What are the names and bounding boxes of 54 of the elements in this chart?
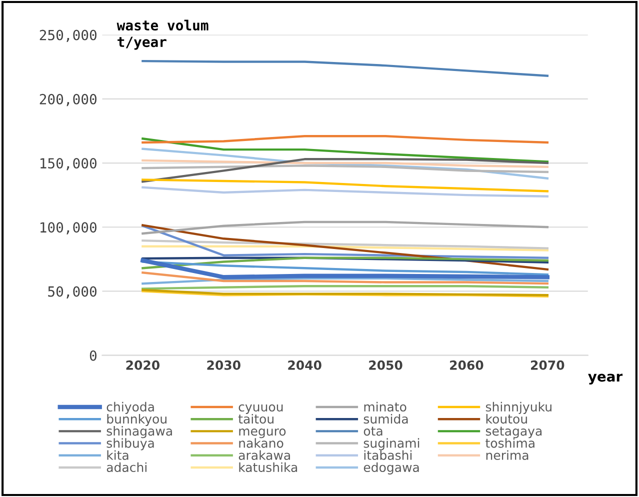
x-axis-title: year — [588, 374, 623, 385]
legend-label: adachi — [106, 462, 146, 472]
x-tick-label: 2060 — [450, 360, 484, 370]
x-tick-label: 2020 — [126, 360, 160, 370]
legend-label: cyuuou — [238, 404, 283, 414]
line-series — [142, 224, 549, 271]
y-tick-label: 250,000 — [40, 30, 96, 42]
y-axis-title: waste volum t/year — [116, 20, 208, 50]
x-tick-label: 2040 — [288, 360, 322, 370]
x-tick-label: 2070 — [531, 360, 564, 370]
line-series — [142, 158, 549, 183]
legend-label: edogawa — [364, 462, 419, 474]
y-tick-label: 100,000 — [40, 222, 96, 234]
legend-label: shinnjyuku — [486, 402, 552, 414]
legend-label: koutou — [486, 414, 527, 424]
legend-label: suginami — [364, 438, 420, 450]
legend-label: toshima — [486, 438, 534, 448]
y-tick-label: 150,000 — [40, 158, 96, 170]
line-series — [142, 164, 549, 174]
y-tick-label: 200,000 — [40, 94, 96, 106]
legend-label: setagaya — [486, 426, 542, 438]
legend-label: arakawa — [238, 450, 290, 460]
legend-label: meguro — [239, 428, 286, 438]
y-tick-label: 50,000 — [48, 286, 96, 298]
legend-label: chiyoda — [106, 402, 154, 414]
line-series — [142, 134, 549, 144]
legend-label: nerima — [486, 450, 528, 460]
legend-label: taitou — [238, 414, 274, 424]
legend-label: sumida — [364, 414, 408, 424]
line-series — [142, 159, 549, 168]
line-series — [142, 260, 549, 276]
line-series — [142, 239, 549, 250]
line-series — [142, 224, 549, 260]
line-series — [142, 220, 549, 235]
legend-label: kita — [107, 450, 128, 460]
line-series — [142, 272, 549, 285]
legend-label: katushika — [239, 462, 298, 472]
line-series — [142, 256, 549, 270]
legend-label: itabashi — [364, 450, 412, 460]
line-series — [142, 186, 549, 198]
legend-label: minato — [364, 402, 406, 412]
x-tick-label: 2030 — [207, 360, 240, 370]
line-series — [142, 60, 549, 77]
legend-label: shibuya — [106, 438, 154, 450]
legend-label: shinagawa — [106, 426, 172, 438]
legend-label: ota — [364, 426, 382, 436]
line-series — [142, 178, 549, 192]
line-series — [142, 138, 549, 163]
y-tick-label: 0 — [90, 350, 96, 361]
legend-label: nakano — [239, 438, 284, 448]
x-tick-label: 2050 — [369, 360, 402, 370]
line-series — [140, 258, 550, 280]
legend-label: bunnkyou — [107, 414, 166, 426]
line-series — [142, 148, 549, 180]
